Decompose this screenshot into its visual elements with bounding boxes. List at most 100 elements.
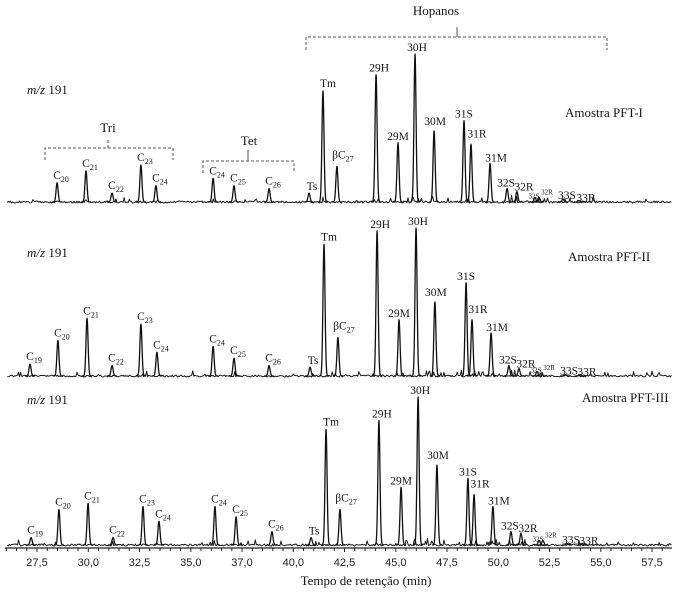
peak-label-text: C xyxy=(211,494,219,506)
peak-label: βC27 xyxy=(335,493,357,507)
peak xyxy=(263,188,275,203)
peak-label-text: 32S xyxy=(499,355,517,367)
peak-label-subscript: 20 xyxy=(61,175,69,184)
peak xyxy=(535,372,547,377)
peak-label-text: 30M xyxy=(425,287,447,299)
peak-label-text: 29H xyxy=(370,219,390,231)
peak xyxy=(395,486,407,546)
peak-label-text: 32R xyxy=(545,532,557,540)
peak-label-text: 33S xyxy=(562,535,580,547)
peak-label: βC27 xyxy=(333,321,355,335)
x-tick-label: 30,0 xyxy=(78,557,99,569)
peak xyxy=(334,508,346,546)
peak-label-text: Tm xyxy=(320,78,336,90)
peak-label: C25 xyxy=(230,173,246,187)
peak xyxy=(484,162,496,203)
peak-label-text: 33S xyxy=(558,190,576,202)
peak xyxy=(318,243,330,377)
peak-label: C20 xyxy=(55,497,71,511)
peak xyxy=(371,230,383,377)
peak-label-text: C xyxy=(268,519,276,531)
x-tick-label: 50,0 xyxy=(488,557,509,569)
peak-label-text: 32S xyxy=(531,367,542,375)
ion-label: m/z 191 xyxy=(27,392,68,407)
hopanos-label: Hopanos xyxy=(413,3,459,18)
peak-label-text: 31M xyxy=(486,322,508,334)
peak-label: Ts xyxy=(309,526,320,538)
peak-label-text: 30M xyxy=(424,116,446,128)
peak xyxy=(106,364,118,377)
peak-label: 30M xyxy=(425,287,447,299)
x-tick-label: 35,0 xyxy=(180,557,201,569)
peak-label: C22 xyxy=(109,525,125,539)
peak xyxy=(465,143,477,203)
peak-label-text: C xyxy=(265,353,273,365)
peak-label: 29M xyxy=(390,475,412,487)
peak-label-text: 32R xyxy=(518,523,538,535)
peak-label-text: 32R xyxy=(541,189,553,197)
ion-label: m/z 191 xyxy=(27,245,68,260)
peak-label-text: 31R xyxy=(468,304,488,316)
ion-label-mz: m/z xyxy=(27,82,45,97)
peak xyxy=(331,165,343,203)
peak xyxy=(561,542,573,546)
peak xyxy=(576,542,588,546)
peak-label-text: C xyxy=(27,525,35,537)
peak-label: C26 xyxy=(265,176,281,190)
peak-label-text: 31S xyxy=(459,466,477,478)
x-axis-title: Tempo de retenção (min) xyxy=(301,573,432,588)
peak-label: 30H xyxy=(407,42,427,54)
peak-label-text: C xyxy=(109,525,117,537)
tri-bracket-line xyxy=(44,147,174,160)
peak xyxy=(80,170,92,203)
peak-label: 31S xyxy=(459,466,477,478)
hopanos-bracket-line xyxy=(305,36,608,50)
peak-label-text: 29H xyxy=(369,63,389,75)
peak-label: 32R xyxy=(516,359,536,371)
peak-label-text: 31S xyxy=(455,109,473,121)
peak xyxy=(515,532,527,546)
sample-label: Amostra PFT-I xyxy=(565,105,643,120)
peak-label-subscript: 24 xyxy=(217,170,225,179)
peak-label: C19 xyxy=(26,351,42,365)
peak-label: 33S xyxy=(562,535,580,547)
peak xyxy=(370,74,382,203)
peak-label: 32R xyxy=(541,189,553,197)
peak-label-text: C xyxy=(137,152,145,164)
peak-label: 32S xyxy=(533,536,544,544)
peak-label-subscript: 23 xyxy=(145,157,153,166)
peak-label-text: Ts xyxy=(308,355,319,367)
peak-label-subscript: 24 xyxy=(160,178,168,187)
peak-label-text: C xyxy=(152,173,160,185)
peak-label-subscript: 24 xyxy=(219,499,227,508)
peak xyxy=(106,192,118,203)
panel-pft-iii-labels: m/z 191 Amostra PFT-III xyxy=(27,390,669,407)
peak-label: 32S xyxy=(501,521,519,533)
peak-label: 30M xyxy=(424,116,446,128)
peak-label: C24 xyxy=(153,339,169,353)
peak-label-text: C xyxy=(209,333,217,345)
peak-label-text: C xyxy=(139,494,147,506)
x-axis: 27,5 30,0 32,5 35,0 37,0 40,0 42,5 45,0 47,5 50,0… xyxy=(5,547,672,588)
peak-label-subscript: 25 xyxy=(238,350,246,359)
peak-label: 33R xyxy=(579,536,599,548)
peak xyxy=(559,373,571,377)
peak xyxy=(537,539,549,546)
peak-label: Tm xyxy=(320,78,336,90)
peak-label-text: 31R xyxy=(471,479,491,491)
peak-label: C24 xyxy=(152,173,168,187)
peak xyxy=(304,366,316,377)
peak xyxy=(501,188,513,203)
peak-label: 32S xyxy=(499,355,517,367)
peak-label-text: 29H xyxy=(372,409,392,421)
peak-label: 29M xyxy=(387,131,409,143)
peak-label: 29H xyxy=(369,63,389,75)
peak-label: C23 xyxy=(137,311,153,325)
peak-label-subscript: 21 xyxy=(92,496,100,505)
peak-label-text: 32S xyxy=(533,536,544,544)
peak-label-text: 29M xyxy=(390,475,412,487)
peak-label-text: C xyxy=(54,328,62,340)
peak xyxy=(503,364,515,377)
peak-label: 32S xyxy=(528,193,539,201)
